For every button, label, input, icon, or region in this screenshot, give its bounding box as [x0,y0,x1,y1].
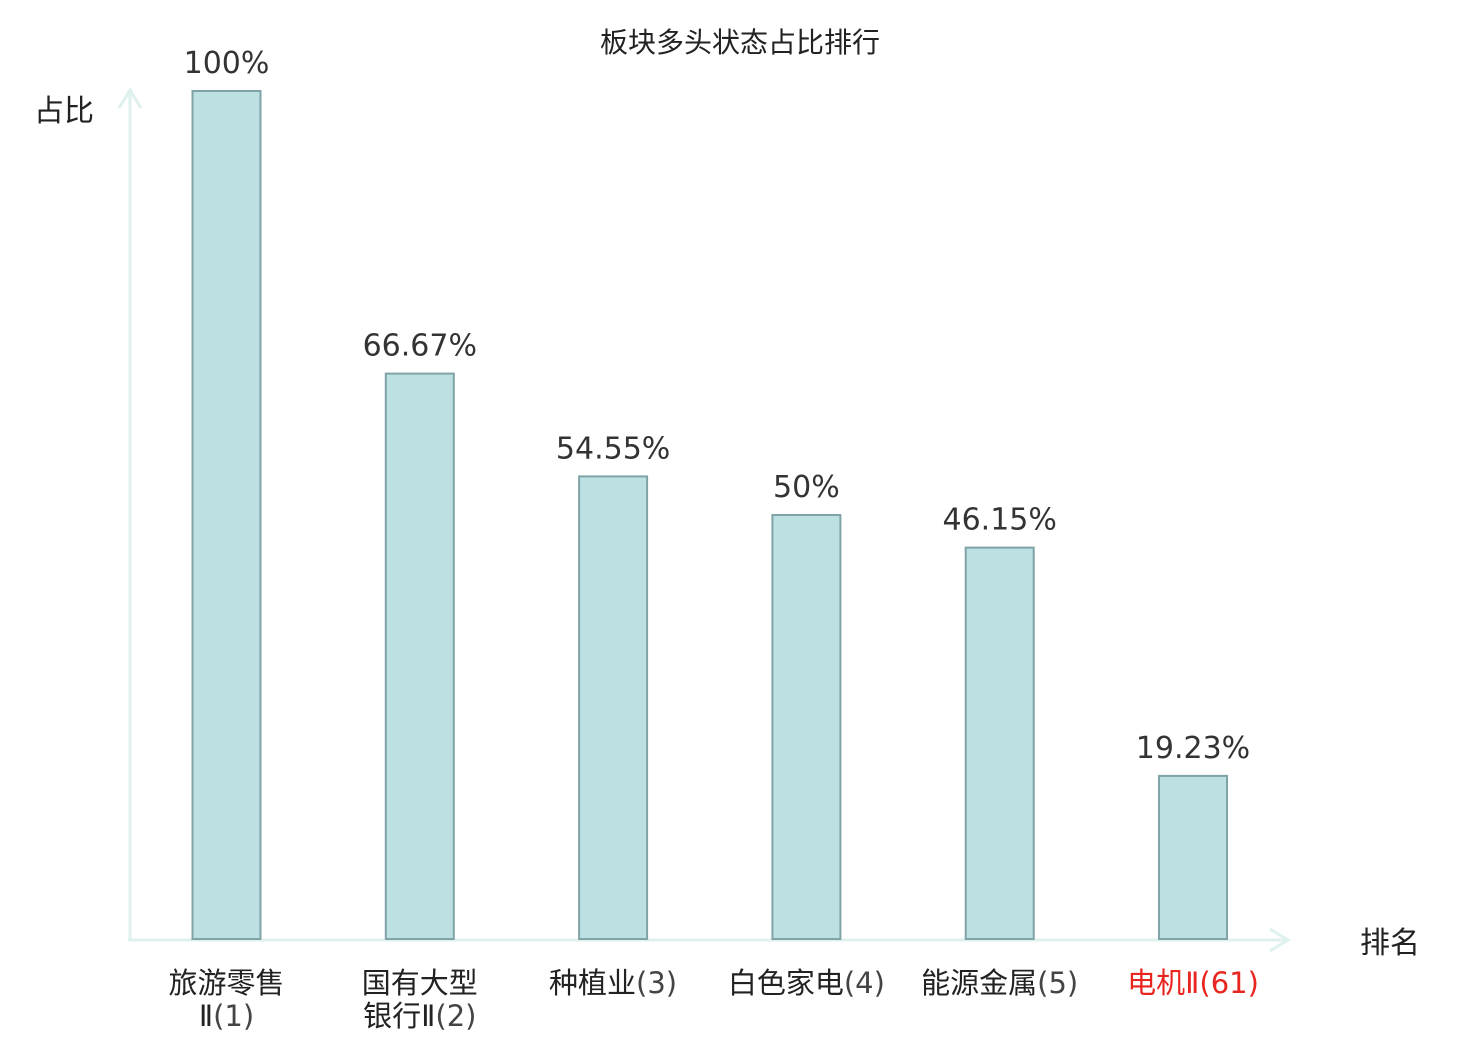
value-label-6: 19.23% [1136,731,1250,766]
category-label-6: 电机Ⅱ(61) [1127,966,1259,1000]
y-axis-label: 占比 [34,94,94,129]
bar-5 [964,546,1035,940]
value-label-4: 50% [773,470,840,505]
value-label-3: 54.55% [556,431,670,466]
category-labels-group: 旅游零售 Ⅱ(1) 国有大型银行Ⅱ(2) 种植业(3) 白色家电(4) 能源金属(5) 电机… [168,966,1258,1033]
axes [117,87,1291,953]
value-label-1: 100% [184,46,270,81]
chart-title: 板块多头状态占比排行 [600,26,880,59]
x-axis-label: 排名 [1360,926,1420,961]
value-labels-group: 100% 66.67% 54.55% 50% 46.15% 19.23% [184,46,1251,766]
value-label-5: 46.15% [943,503,1057,538]
bar-3 [578,475,649,940]
x-axis-arrow [1269,927,1291,953]
bar-4 [771,514,842,940]
bar-1 [191,90,262,940]
category-label-5: 能源金属(5) [921,966,1078,1000]
value-label-2: 66.67% [363,329,477,364]
bar-6 [1158,774,1228,941]
category-label-4: 白色家电(4) [728,966,885,1000]
category-label-1: 旅游零售 Ⅱ(1) [168,966,284,1033]
category-label-3: 种植业(3) [549,966,677,1000]
bar-2 [384,372,455,941]
bars-group [191,90,1228,941]
category-label-2: 国有大型银行Ⅱ(2) [362,966,478,1033]
y-axis-arrow [117,87,143,109]
